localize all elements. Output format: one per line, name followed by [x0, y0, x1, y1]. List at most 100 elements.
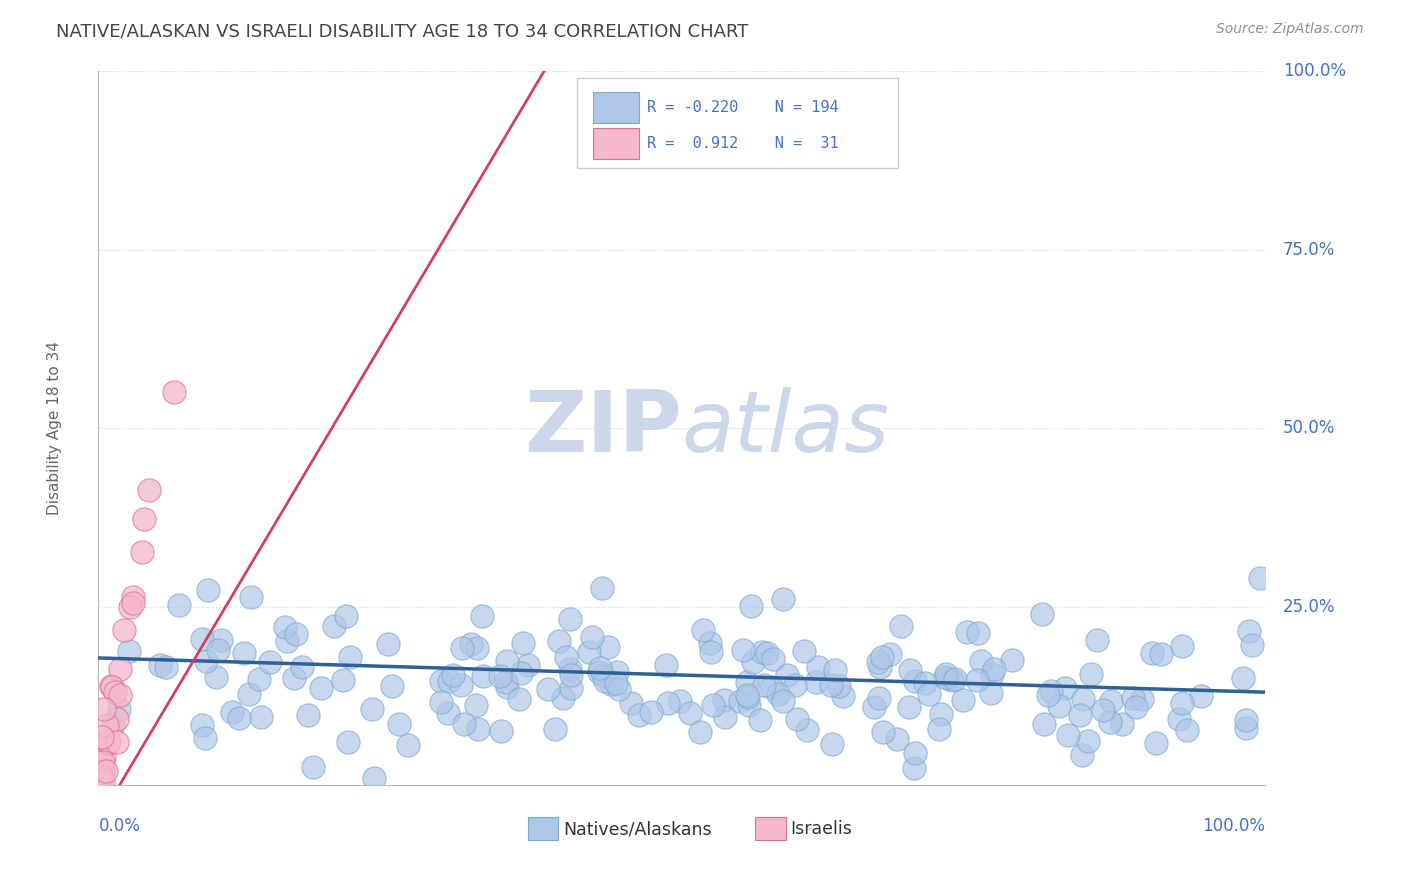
Point — [323, 619, 346, 633]
Point — [935, 667, 957, 681]
Point — [903, 762, 925, 776]
Point — [90, 769, 112, 783]
Point — [193, 731, 215, 745]
Point — [1140, 647, 1163, 661]
Point — [748, 714, 770, 728]
Point — [491, 724, 513, 739]
Point — [285, 626, 308, 640]
Point — [820, 678, 842, 692]
Point — [828, 679, 851, 693]
Point — [1144, 736, 1167, 750]
Point — [578, 645, 600, 659]
Point — [872, 724, 894, 739]
Point — [756, 646, 779, 660]
Point — [872, 649, 894, 664]
Point — [768, 687, 790, 701]
Point — [560, 681, 582, 695]
Point — [785, 678, 807, 692]
Point — [98, 734, 121, 748]
Point — [591, 582, 613, 596]
Text: R = -0.220    N = 194: R = -0.220 N = 194 — [647, 100, 838, 115]
FancyBboxPatch shape — [527, 817, 558, 840]
Point — [918, 687, 941, 701]
Point — [558, 662, 581, 676]
Point — [699, 636, 721, 650]
Point — [544, 723, 567, 737]
Point — [118, 644, 141, 658]
Point — [804, 675, 827, 690]
Point — [437, 706, 460, 720]
Text: 100.0%: 100.0% — [1202, 817, 1265, 835]
Point — [1001, 653, 1024, 667]
Point — [107, 701, 129, 715]
Point — [120, 599, 142, 614]
Point — [863, 699, 886, 714]
Text: NATIVE/ALASKAN VS ISRAELI DISABILITY AGE 18 TO 34 CORRELATION CHART: NATIVE/ALASKAN VS ISRAELI DISABILITY AGE… — [56, 22, 748, 40]
Point — [163, 385, 186, 400]
Point — [868, 690, 890, 705]
Point — [969, 654, 991, 668]
Point — [607, 681, 630, 696]
Point — [429, 673, 451, 688]
Point — [101, 680, 124, 694]
Point — [197, 582, 219, 597]
Point — [761, 681, 783, 695]
FancyBboxPatch shape — [576, 78, 898, 168]
Point — [339, 649, 361, 664]
Point — [592, 668, 614, 682]
Point — [232, 647, 254, 661]
Point — [114, 624, 136, 638]
Point — [132, 512, 155, 526]
Point — [898, 663, 921, 677]
Point — [471, 609, 494, 624]
Point — [737, 690, 759, 705]
Point — [91, 774, 114, 789]
Point — [90, 731, 112, 745]
Point — [1036, 689, 1059, 703]
Point — [941, 673, 963, 687]
Point — [155, 660, 177, 674]
Point — [363, 771, 385, 785]
Point — [291, 659, 314, 673]
Point — [381, 679, 404, 693]
Point — [886, 732, 908, 747]
Point — [97, 736, 120, 750]
Point — [460, 637, 482, 651]
Point — [259, 655, 281, 669]
Point — [731, 642, 754, 657]
Point — [89, 749, 111, 764]
Point — [762, 651, 785, 665]
Point — [793, 644, 815, 658]
Text: atlas: atlas — [682, 386, 890, 470]
Point — [240, 590, 263, 604]
Point — [104, 685, 127, 699]
Point — [510, 665, 533, 680]
Point — [93, 764, 115, 778]
Point — [209, 633, 232, 648]
Point — [558, 612, 581, 626]
Point — [605, 676, 627, 690]
Point — [105, 712, 128, 726]
FancyBboxPatch shape — [593, 92, 638, 123]
Point — [250, 710, 273, 724]
Point — [983, 662, 1005, 676]
Point — [1111, 717, 1133, 731]
Point — [751, 645, 773, 659]
Point — [735, 675, 758, 690]
Point — [1040, 683, 1063, 698]
Point — [89, 769, 111, 783]
Point — [1167, 712, 1189, 726]
Point — [1125, 700, 1147, 714]
Point — [103, 718, 125, 732]
Point — [934, 670, 956, 684]
Point — [1232, 671, 1254, 685]
Point — [537, 681, 560, 696]
Point — [738, 698, 761, 713]
Point — [1031, 607, 1053, 622]
Point — [465, 698, 488, 713]
Point — [967, 626, 990, 640]
Point — [467, 722, 489, 736]
Point — [952, 692, 974, 706]
Point — [439, 673, 461, 688]
Text: Natives/Alaskans: Natives/Alaskans — [562, 821, 711, 838]
